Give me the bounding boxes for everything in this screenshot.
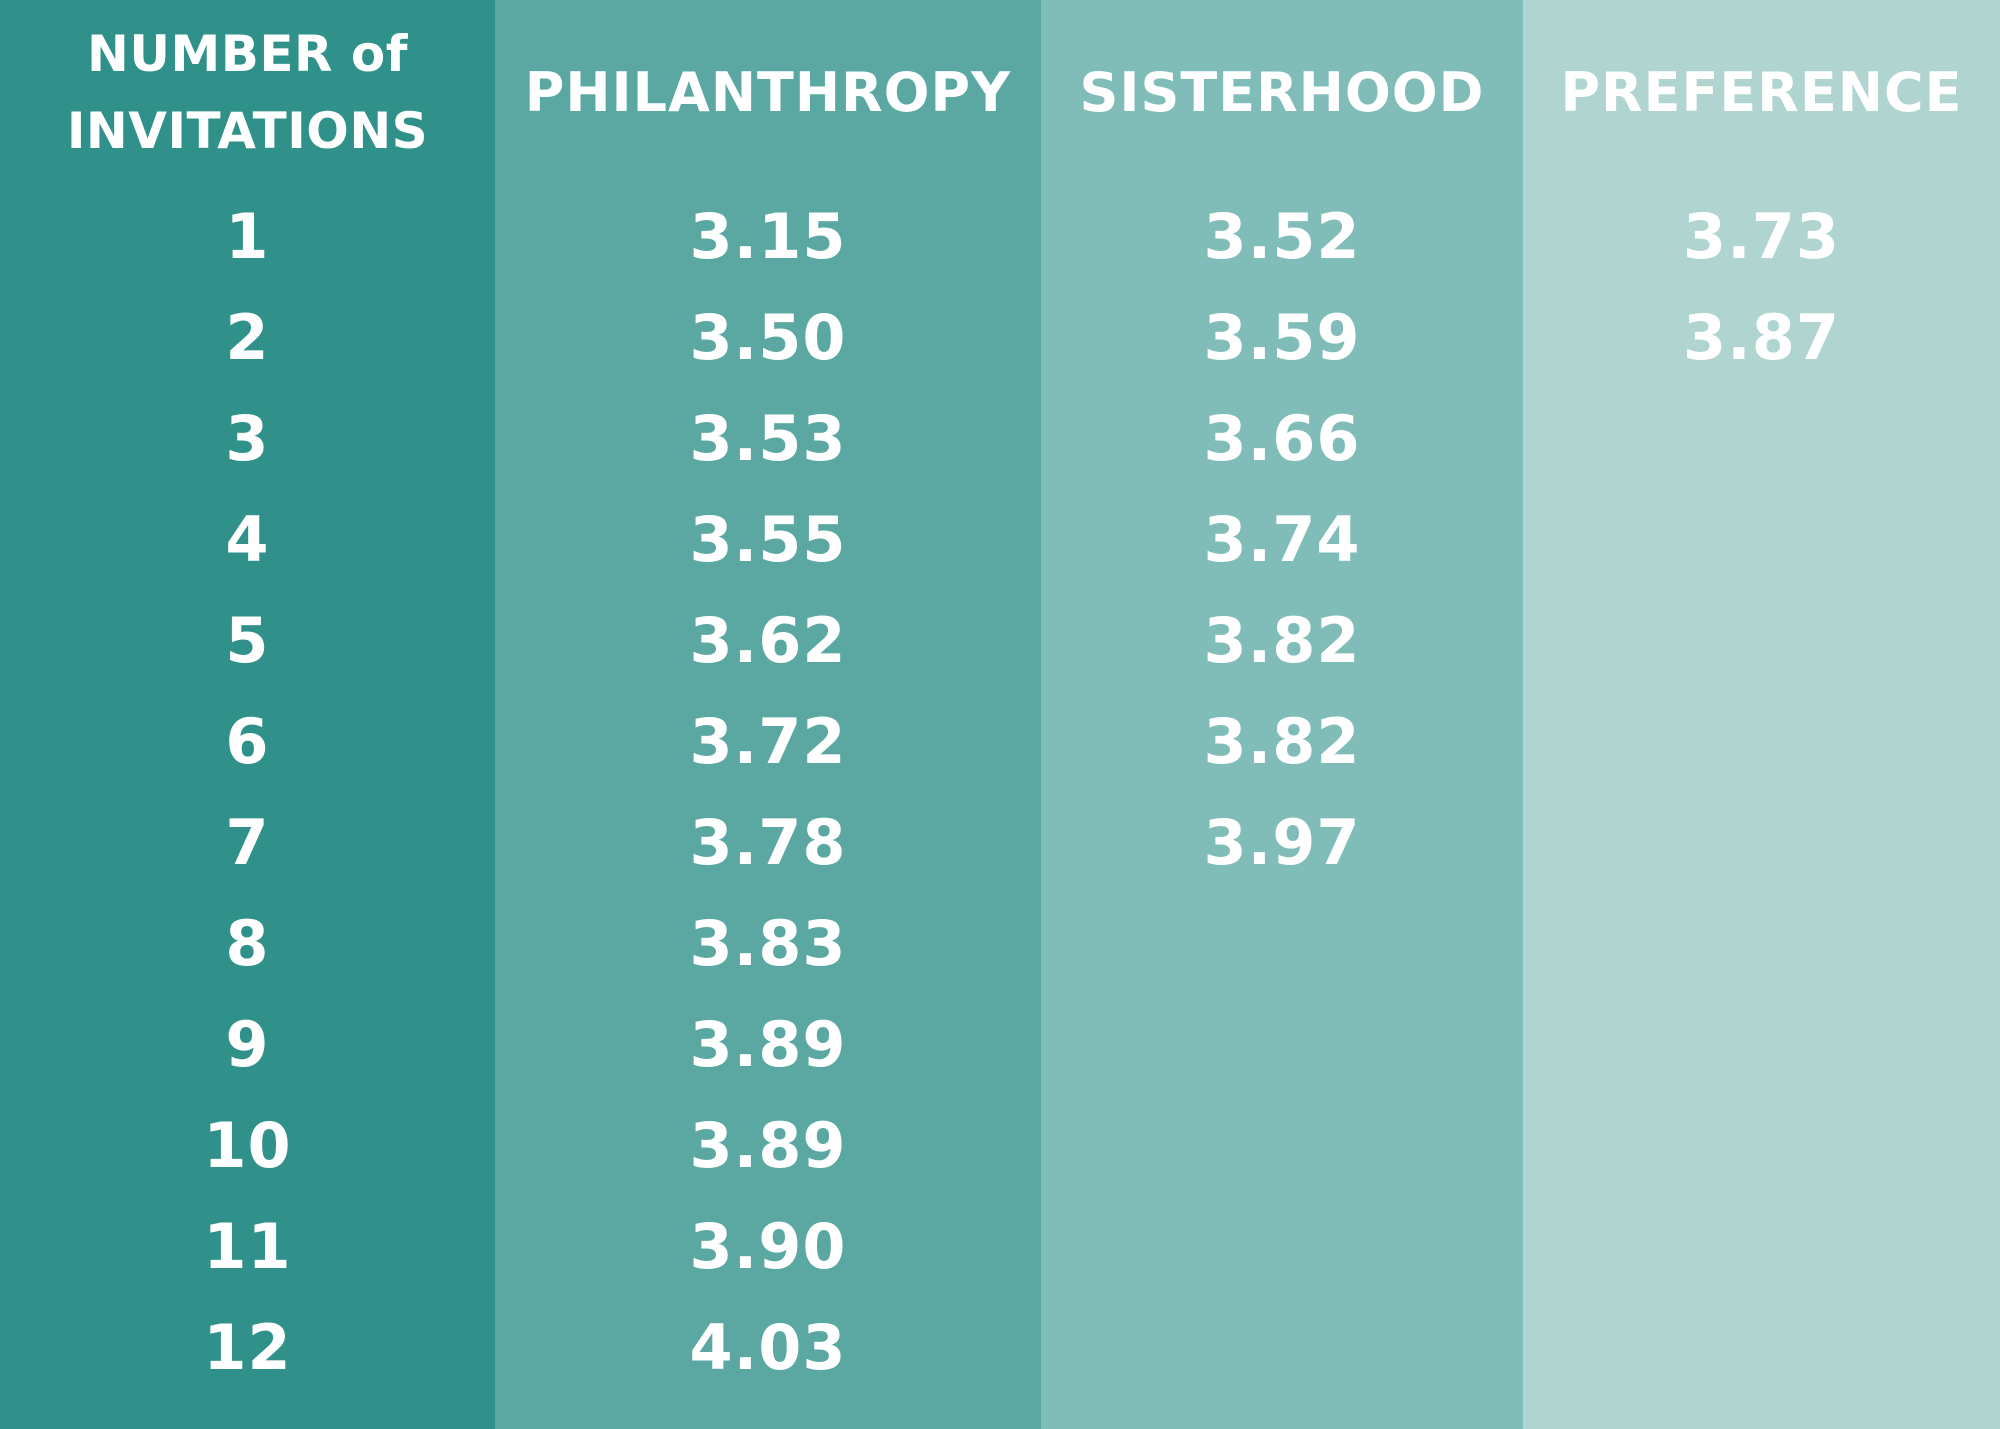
table-cell: 3.15 xyxy=(689,200,847,273)
table-cell xyxy=(1041,1297,1523,1398)
table-cell xyxy=(1523,388,2000,489)
table-cell xyxy=(1041,1095,1523,1196)
table-cell xyxy=(1523,691,2000,792)
header-line-2: INVITATIONS xyxy=(66,102,429,160)
table-cell: 3.72 xyxy=(689,705,847,778)
table-cell: 3 xyxy=(225,402,270,475)
table-cell: 3.73 xyxy=(1683,200,1840,273)
table-cell: 3.87 xyxy=(1683,301,1840,374)
table-cell: 9 xyxy=(225,1008,270,1081)
table-cell: 1 xyxy=(225,200,270,273)
table-cell: 6 xyxy=(225,705,270,778)
table-cell xyxy=(1523,792,2000,893)
table-cell: 8 xyxy=(225,907,270,980)
column-number-of-invitations: NUMBER of INVITATIONS 1 2 3 4 5 6 7 8 9 … xyxy=(0,0,495,1429)
table-cell xyxy=(1523,1196,2000,1297)
table-cell: 10 xyxy=(203,1109,292,1182)
table-cell: 3.82 xyxy=(1203,705,1361,778)
table-cell xyxy=(1041,893,1523,994)
table-cell: 12 xyxy=(203,1311,292,1384)
column-header-number-of-invitations: NUMBER of INVITATIONS xyxy=(0,0,495,186)
table-cell: 3.55 xyxy=(689,503,847,576)
table-cell: 3.52 xyxy=(1203,200,1361,273)
table-cell: 3.62 xyxy=(689,604,847,677)
table-cell xyxy=(1523,893,2000,994)
table-cell xyxy=(1523,994,2000,1095)
table-cell: 11 xyxy=(203,1210,292,1283)
table-cell: 3.82 xyxy=(1203,604,1361,677)
table-cell xyxy=(1523,1095,2000,1196)
table-cell: 3.83 xyxy=(689,907,847,980)
table-cell: 3.89 xyxy=(689,1008,847,1081)
table-cell xyxy=(1041,1196,1523,1297)
table-cell xyxy=(1523,1297,2000,1398)
table-cell: 3.50 xyxy=(689,301,847,374)
column-sisterhood: SISTERHOOD 3.52 3.59 3.66 3.74 3.82 3.82… xyxy=(1041,0,1523,1429)
table-cell: 4.03 xyxy=(689,1311,847,1384)
table-cell: 3.53 xyxy=(689,402,847,475)
table-cell: 3.74 xyxy=(1203,503,1361,576)
table-cell: 5 xyxy=(225,604,270,677)
table-cell: 3.90 xyxy=(689,1210,847,1283)
column-header-preference: PREFERENCE xyxy=(1560,60,1963,124)
column-header-philanthropy: PHILANTHROPY xyxy=(524,60,1012,124)
table-cell xyxy=(1041,994,1523,1095)
table-cell: 3.59 xyxy=(1203,301,1361,374)
table-cell: 3.97 xyxy=(1203,806,1361,879)
table-cell xyxy=(1523,590,2000,691)
table-cell: 2 xyxy=(225,301,270,374)
table-cell: 7 xyxy=(225,806,270,879)
table-cell xyxy=(1523,489,2000,590)
table-cell: 3.66 xyxy=(1203,402,1361,475)
header-line-1: NUMBER of xyxy=(87,24,408,83)
column-header-sisterhood: SISTERHOOD xyxy=(1079,60,1485,124)
table-cell: 3.78 xyxy=(689,806,847,879)
column-philanthropy: PHILANTHROPY 3.15 3.50 3.53 3.55 3.62 3.… xyxy=(495,0,1041,1429)
table-cell: 3.89 xyxy=(689,1109,847,1182)
table-cell: 4 xyxy=(225,503,270,576)
column-preference: PREFERENCE 3.73 3.87 xyxy=(1523,0,2000,1429)
